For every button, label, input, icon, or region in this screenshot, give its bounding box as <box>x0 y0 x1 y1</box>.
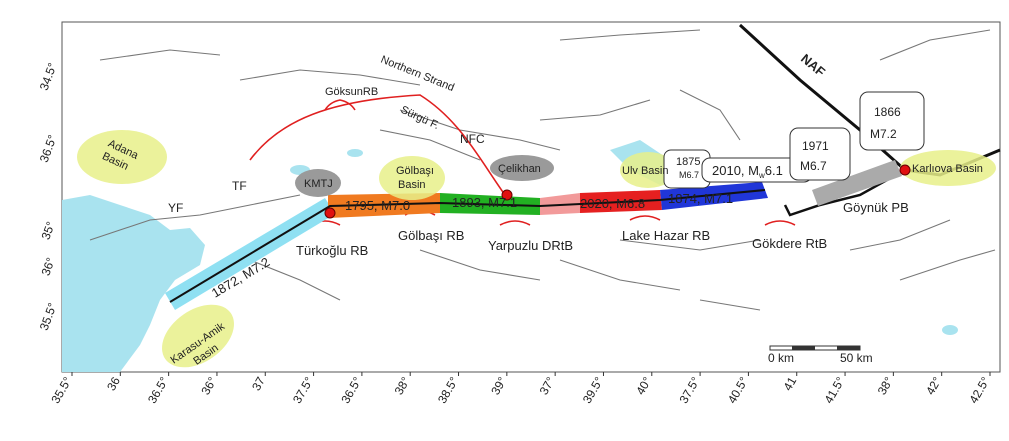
scale-label: 0 km <box>768 351 794 365</box>
axis-label: 42° <box>923 374 944 397</box>
axis-label: 40.5° <box>725 374 751 406</box>
basin <box>161 304 235 368</box>
axis-label: 38.5° <box>435 374 461 406</box>
epicenters <box>324 164 911 219</box>
label: Karlıova Basin <box>912 163 983 175</box>
bottom-axis: 35.5° 36 36.5° 36° 37 37.5° 36.5° 38° 38.5° 39° 37… <box>48 372 993 406</box>
axis-label: 35.5° <box>37 301 60 332</box>
axis-label: 38° <box>875 374 896 397</box>
axis-label: 35.5° <box>48 374 74 406</box>
label: 1874, M7.1 <box>668 191 733 206</box>
scale-bar: 0 km 50 km <box>768 345 873 365</box>
label: GöksunRB <box>325 86 378 98</box>
basin <box>620 152 676 188</box>
celikhan-ellipse <box>490 155 554 181</box>
axis-label: 36° <box>198 374 219 397</box>
label: 1795, M7.0 <box>345 198 410 213</box>
axis-label: 37 <box>249 374 268 393</box>
axis-label: 36 <box>104 374 123 393</box>
axis-label: 42.5° <box>966 374 992 406</box>
segment-1874 <box>660 182 768 210</box>
basin <box>379 156 445 200</box>
label: Göynük PB <box>843 200 909 215</box>
axis-label: 39.5° <box>580 374 606 406</box>
label: 2010, Mw6.1 <box>712 163 783 180</box>
label: 1971 M6.7 <box>800 139 829 173</box>
label: 2020, M6.8 <box>580 196 645 211</box>
left-axis: 34.5° 36.5° 35° 36° 35.5° <box>37 61 60 332</box>
label: Türkoğlu RB <box>296 243 368 258</box>
label: Ulv Basin <box>622 165 668 177</box>
quake-box <box>859 91 925 151</box>
axis-label: 37.5° <box>677 374 703 406</box>
label: Gölbaşı Basin <box>396 165 434 191</box>
axis-label: 40° <box>633 374 654 397</box>
scale-label: 50 km <box>840 351 873 365</box>
axis-label: 34.5° <box>37 61 60 92</box>
label: Çelikhan <box>498 163 541 175</box>
basin <box>900 150 996 186</box>
axis-label: 39° <box>488 374 509 397</box>
label: KMTJ <box>304 178 333 190</box>
axis-label: 36.5° <box>338 374 364 406</box>
main-fault-trace <box>169 189 766 303</box>
basin <box>77 130 167 184</box>
axis-label: 41.5° <box>821 374 847 406</box>
label: Gölbaşı RB <box>398 228 464 243</box>
label: 1866 M7.2 <box>870 105 901 141</box>
segment-1971 <box>812 160 902 206</box>
label: TF <box>232 179 247 193</box>
axis-label: 36.5° <box>145 374 171 406</box>
faults <box>89 29 996 311</box>
label: NFC <box>460 132 485 146</box>
label: YF <box>168 201 183 215</box>
axis-label: 37.5° <box>290 374 316 406</box>
kmtj-ellipse <box>295 169 341 197</box>
sea <box>62 195 205 372</box>
northern-strand-arc <box>249 94 506 196</box>
axis-label: 38° <box>392 374 413 397</box>
label: Gökdere RtB <box>752 236 827 251</box>
quake-box <box>789 127 851 181</box>
axis-label: 35° <box>39 220 58 242</box>
axis-label: 41 <box>781 374 800 393</box>
label: 1893, M7.1 <box>452 195 517 210</box>
label: Lake Hazar RB <box>622 228 710 243</box>
label: 1875 M6.7 <box>676 156 700 180</box>
label: Yarpuzlu DRtB <box>488 238 573 253</box>
axis-label: 36.5° <box>37 133 60 164</box>
axis-label: 36° <box>39 256 58 278</box>
axis-label: 37° <box>537 374 558 397</box>
